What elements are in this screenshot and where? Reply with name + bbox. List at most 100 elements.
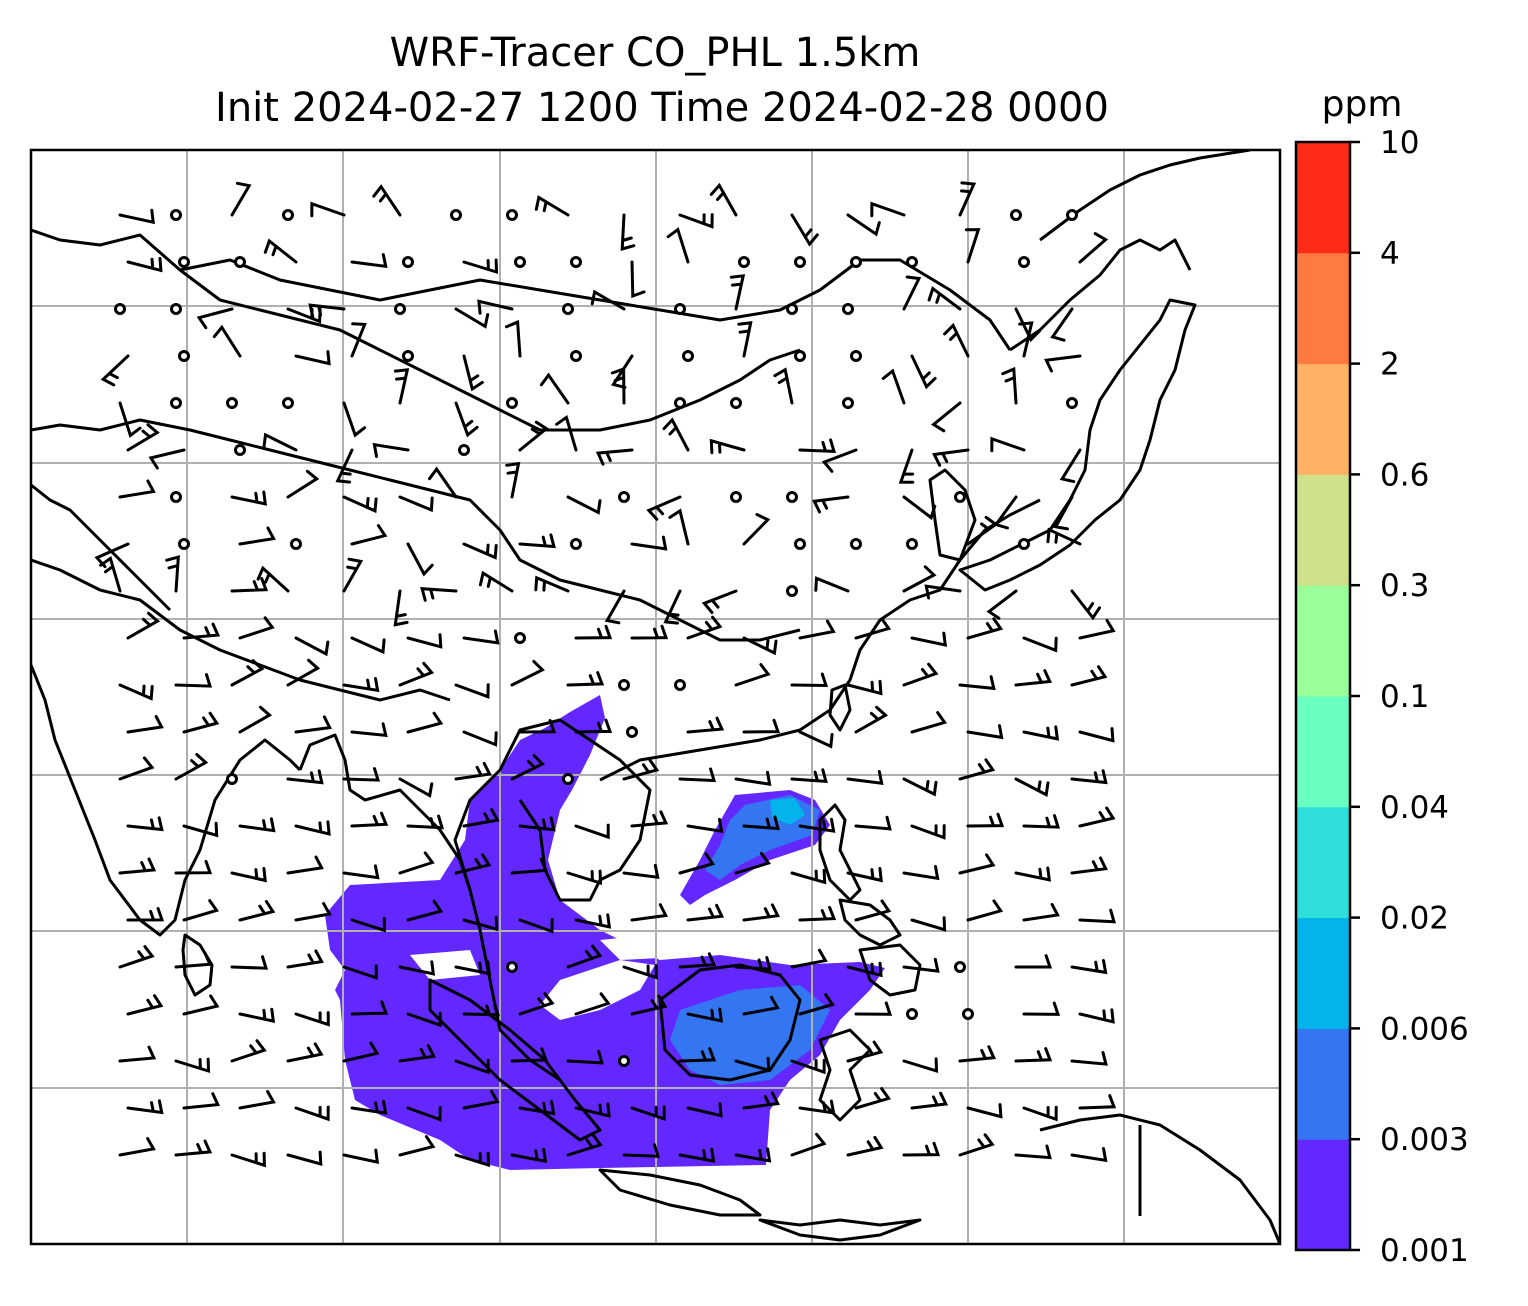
wind-barb: [678, 852, 716, 875]
wind-barb: [630, 903, 668, 922]
wind-barb: [1018, 321, 1034, 358]
wind-barb: [182, 899, 220, 922]
wind-barb: [790, 213, 819, 247]
wind-barb: [406, 633, 443, 649]
wind-barb: [1022, 636, 1058, 653]
wind-barb: [510, 1147, 548, 1164]
colorbar-tick-label: 0.003: [1380, 1122, 1469, 1158]
wind-barb: [534, 195, 570, 217]
colorbar-tick-label: 0.3: [1380, 568, 1429, 604]
wind-barb: [742, 903, 780, 922]
wind-barb: [742, 815, 780, 831]
wind-barb: [454, 1151, 491, 1168]
wind-barb: [256, 565, 290, 593]
wind-barb: [118, 1137, 156, 1157]
wind-barb: [821, 448, 858, 473]
wind-barb: [286, 769, 324, 785]
wind-barb: [350, 1099, 388, 1115]
wind-barb: [518, 1100, 556, 1116]
wind-barb: [230, 577, 269, 593]
title-line-1: WRF-Tracer CO_PHL 1.5km: [390, 30, 921, 76]
wind-barb: [846, 679, 883, 696]
wind-barb: [462, 915, 499, 932]
wind-barb: [174, 673, 213, 688]
wind-barb: [798, 905, 837, 922]
wind-barb: [230, 181, 252, 217]
wind-barb: [230, 490, 268, 506]
tracer-patch-high: [770, 798, 805, 825]
calm-wind-marker: [906, 1008, 918, 1020]
wind-barb: [846, 961, 883, 978]
coastline-new-guinea: [1039, 1113, 1280, 1244]
wind-barb: [729, 274, 746, 311]
colorbar-ticks: 0.001 0.003 0.006 0.02 0.04 0.1 0.3 0.6 2 4 10: [1350, 125, 1469, 1269]
calm-wind-marker: [674, 679, 686, 691]
wind-barb: [294, 350, 331, 366]
wind-barb: [462, 258, 499, 275]
wind-barb: [1022, 1105, 1058, 1122]
wind-barb: [286, 855, 324, 875]
wind-barb: [1059, 448, 1082, 484]
wind-barb: [1022, 902, 1060, 922]
wind-barb: [454, 960, 492, 976]
wind-barb: [742, 513, 771, 546]
wind-barb: [1078, 908, 1117, 924]
wind-barb: [846, 1040, 884, 1063]
calm-wind-marker: [178, 256, 190, 268]
coastline-russia-east: [1009, 238, 1192, 352]
colorbar-segment: [1296, 363, 1350, 475]
wind-barb: [742, 718, 781, 734]
wind-barb: [406, 899, 444, 922]
wind-barb: [734, 1147, 772, 1163]
wind-barb: [566, 1049, 604, 1065]
wind-barb: [910, 824, 946, 840]
wind-barb: [294, 1011, 330, 1027]
wind-barb: [238, 1007, 276, 1024]
wind-barb: [182, 711, 220, 734]
wind-barb: [420, 587, 458, 602]
wind-barb: [406, 542, 434, 577]
calm-wind-marker: [234, 256, 246, 268]
wind-barb: [574, 1102, 611, 1118]
colorbar-tick-label: 2: [1380, 347, 1400, 383]
coastline-taiwan: [828, 683, 852, 732]
wind-barb: [790, 672, 829, 688]
wind-barb: [238, 817, 276, 833]
wind-barb: [678, 1047, 717, 1063]
calm-wind-marker: [570, 350, 582, 362]
colorbar-segment: [1296, 1139, 1350, 1251]
wind-barb: [966, 515, 999, 546]
coastline-sri-lanka: [181, 933, 214, 997]
wind-barb: [518, 719, 557, 734]
wind-barb: [174, 753, 209, 781]
wind-barb: [118, 683, 154, 701]
wind-barb: [286, 469, 320, 499]
wind-barb: [406, 711, 444, 734]
calm-wind-marker: [786, 491, 798, 503]
wind-barb: [174, 859, 213, 875]
calm-wind-marker: [618, 491, 630, 503]
wind-barb: [350, 916, 386, 933]
calm-wind-marker: [114, 303, 126, 315]
wind-barb: [148, 448, 186, 470]
calm-wind-markers: [114, 209, 1078, 1067]
wind-barb: [943, 322, 970, 358]
wind-barb: [902, 957, 940, 973]
coastline-okhotsk: [1039, 150, 1251, 242]
wind-barb: [854, 815, 892, 831]
wind-barb: [790, 1132, 827, 1157]
calm-wind-marker: [682, 350, 694, 362]
wind-barb: [1070, 1051, 1108, 1066]
wind-barb: [630, 994, 668, 1016]
wind-barb: [902, 777, 938, 797]
wind-barb: [622, 1143, 661, 1158]
wind-barb: [798, 438, 837, 453]
wind-barb: [118, 756, 155, 781]
wind-barb: [566, 495, 602, 515]
tracer-gap-2: [540, 960, 655, 1020]
wind-barb: [686, 1007, 724, 1023]
wind-barb: [454, 853, 492, 875]
calm-wind-marker: [954, 961, 966, 973]
calm-wind-marker: [1066, 397, 1078, 409]
wind-barb: [462, 629, 500, 645]
